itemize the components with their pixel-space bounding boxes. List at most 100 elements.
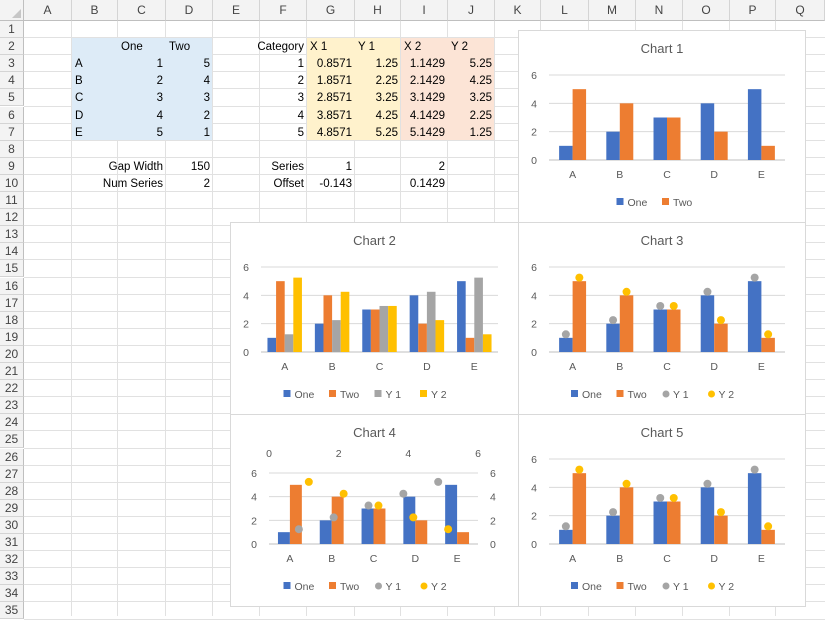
row-header-29[interactable]: 29 bbox=[0, 499, 24, 517]
bar-two[interactable] bbox=[572, 473, 587, 544]
column-header-i[interactable]: I bbox=[401, 0, 448, 21]
column-header-h[interactable]: H bbox=[355, 0, 401, 21]
bar-two[interactable] bbox=[667, 117, 681, 161]
point-y1[interactable] bbox=[750, 273, 759, 282]
table2-header-category[interactable]: Category bbox=[257, 41, 304, 54]
point-y1[interactable] bbox=[656, 493, 665, 502]
column-header-n[interactable]: N bbox=[636, 0, 683, 21]
point-y2[interactable] bbox=[339, 489, 348, 498]
bar-two[interactable] bbox=[323, 295, 333, 352]
bar-one[interactable] bbox=[700, 295, 715, 352]
row-header-12[interactable]: 12 bbox=[0, 209, 24, 227]
point-y1[interactable] bbox=[561, 330, 570, 339]
table1-cell-two[interactable]: 3 bbox=[203, 92, 210, 105]
table2-cell[interactable]: 3 bbox=[297, 92, 304, 105]
table1-cell-label[interactable]: B bbox=[75, 75, 83, 88]
column-header-q[interactable]: Q bbox=[776, 0, 825, 21]
row-header-6[interactable]: 6 bbox=[0, 106, 24, 124]
table1-cell-two[interactable]: 4 bbox=[203, 75, 210, 88]
point-y2[interactable] bbox=[622, 287, 631, 296]
column-header-c[interactable]: C bbox=[118, 0, 166, 21]
bar-two[interactable] bbox=[619, 103, 634, 160]
point-y2[interactable] bbox=[669, 493, 678, 502]
column-header-k[interactable]: K bbox=[495, 0, 541, 21]
table2-cell[interactable]: 1.25 bbox=[469, 126, 492, 139]
bar-two[interactable] bbox=[572, 281, 587, 352]
column-header-j[interactable]: J bbox=[448, 0, 495, 21]
series-2-value[interactable]: 2 bbox=[438, 160, 445, 173]
bar-two[interactable] bbox=[714, 131, 728, 160]
point-y2[interactable] bbox=[716, 508, 725, 517]
bar-y2[interactable] bbox=[388, 305, 397, 352]
bar-one[interactable] bbox=[361, 508, 374, 545]
column-header-b[interactable]: B bbox=[72, 0, 118, 21]
bar-one[interactable] bbox=[653, 117, 667, 161]
bar-one[interactable] bbox=[747, 473, 762, 544]
point-y1[interactable] bbox=[434, 477, 443, 486]
row-header-15[interactable]: 15 bbox=[0, 260, 24, 278]
bar-y2[interactable] bbox=[482, 334, 492, 352]
column-header-a[interactable]: A bbox=[24, 0, 72, 21]
gap-width-label[interactable]: Gap Width bbox=[108, 160, 163, 173]
table1-header-two[interactable]: Two bbox=[169, 41, 191, 54]
row-header-34[interactable]: 34 bbox=[0, 585, 24, 603]
row-header-30[interactable]: 30 bbox=[0, 516, 24, 534]
table1-cell-label[interactable]: A bbox=[75, 58, 83, 71]
row-header-26[interactable]: 26 bbox=[0, 448, 24, 466]
row-header-10[interactable]: 10 bbox=[0, 174, 24, 192]
row-header-24[interactable]: 24 bbox=[0, 414, 24, 432]
bar-one[interactable] bbox=[277, 532, 290, 544]
bar-one[interactable] bbox=[747, 89, 762, 160]
table1-cell-one[interactable]: 3 bbox=[156, 92, 163, 105]
point-y1[interactable] bbox=[399, 489, 408, 498]
column-header-d[interactable]: D bbox=[166, 0, 213, 21]
point-y1[interactable] bbox=[294, 525, 303, 534]
row-header-28[interactable]: 28 bbox=[0, 482, 24, 500]
series-label[interactable]: Series bbox=[271, 160, 304, 173]
table2-cell[interactable]: 5 bbox=[297, 126, 304, 139]
chart-5[interactable]: Chart 5 0 2 4 6 A B C D E One Two Y 1 Y 2 bbox=[518, 414, 806, 607]
bar-two[interactable] bbox=[761, 337, 775, 352]
num-series-value[interactable]: 2 bbox=[203, 177, 210, 190]
bar-one[interactable] bbox=[559, 337, 573, 352]
table2-cell[interactable]: 1 bbox=[297, 58, 304, 71]
row-header-8[interactable]: 8 bbox=[0, 140, 24, 158]
offset-2-value[interactable]: 0.1429 bbox=[409, 177, 445, 190]
bar-one[interactable] bbox=[403, 496, 416, 544]
table2-cell[interactable]: 2.25 bbox=[469, 109, 492, 122]
bar-one[interactable] bbox=[606, 131, 620, 160]
table2-cell[interactable]: 2.25 bbox=[375, 75, 398, 88]
point-y2[interactable] bbox=[575, 465, 584, 474]
table1-cell-one[interactable]: 2 bbox=[156, 75, 163, 88]
bar-one[interactable] bbox=[700, 487, 715, 544]
chart-2[interactable]: Chart 2 0 2 4 6 A B C D E One Two Y 1 Y 2 bbox=[230, 222, 519, 415]
row-header-32[interactable]: 32 bbox=[0, 551, 24, 569]
bar-y1[interactable] bbox=[332, 320, 341, 352]
point-y2[interactable] bbox=[409, 513, 418, 522]
row-header-16[interactable]: 16 bbox=[0, 277, 24, 295]
bar-two[interactable] bbox=[465, 337, 475, 352]
table1-cell-label[interactable]: D bbox=[75, 109, 84, 122]
row-header-5[interactable]: 5 bbox=[0, 89, 24, 107]
bar-two[interactable] bbox=[276, 281, 285, 352]
table1-cell-label[interactable]: C bbox=[75, 92, 84, 105]
table2-cell[interactable]: 2 bbox=[297, 75, 304, 88]
chart-3[interactable]: Chart 3 0 2 4 6 A B C D E One Two Y 1 Y 2 bbox=[518, 222, 806, 415]
bar-one[interactable] bbox=[267, 337, 277, 352]
bar-y1[interactable] bbox=[284, 334, 294, 352]
bar-two[interactable] bbox=[714, 323, 728, 352]
table1-cell-two[interactable]: 5 bbox=[203, 58, 210, 71]
column-header-m[interactable]: M bbox=[589, 0, 636, 21]
bar-two[interactable] bbox=[761, 529, 775, 544]
table2-header-y1[interactable]: Y 1 bbox=[358, 41, 376, 54]
row-header-19[interactable]: 19 bbox=[0, 328, 24, 346]
point-y1[interactable] bbox=[609, 316, 618, 325]
table2-cell[interactable]: 2.8571 bbox=[316, 92, 352, 105]
row-header-2[interactable]: 2 bbox=[0, 38, 24, 56]
row-header-9[interactable]: 9 bbox=[0, 157, 24, 175]
point-y2[interactable] bbox=[622, 479, 631, 488]
bar-y1[interactable] bbox=[474, 277, 483, 352]
chart-1[interactable]: Chart 1 0 2 4 6 A B C D E One Two bbox=[518, 30, 806, 223]
table2-header-x2[interactable]: X 2 bbox=[404, 41, 422, 54]
